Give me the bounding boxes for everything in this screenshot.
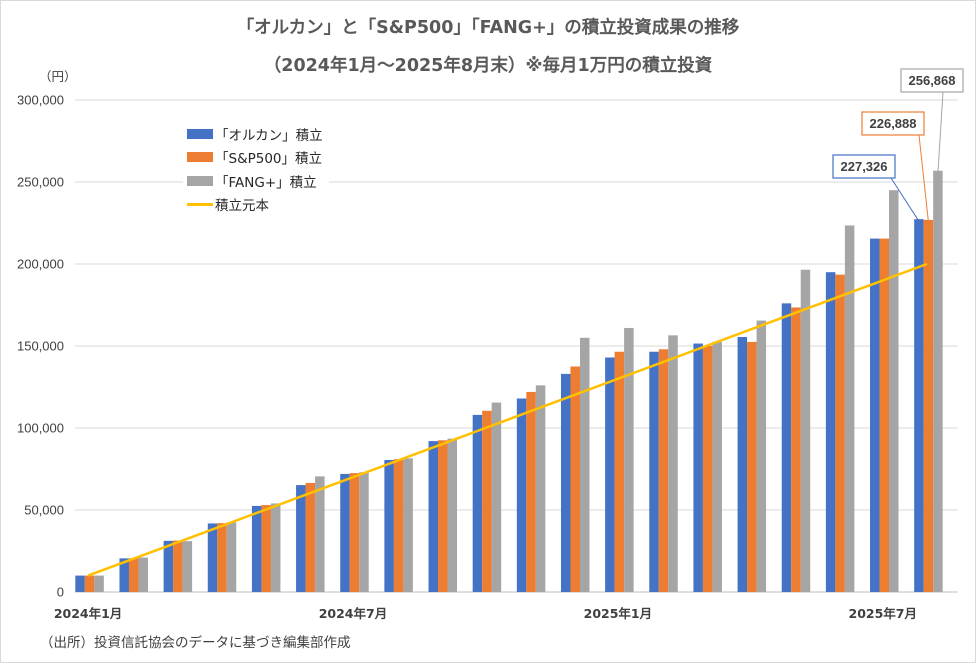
bar [535, 385, 546, 592]
bar [315, 476, 325, 592]
bar [914, 219, 924, 592]
bar [138, 557, 148, 592]
callout-label: 256,868 [909, 73, 956, 88]
callout-label: 227,326 [841, 159, 888, 174]
bar [128, 558, 139, 592]
bar [624, 327, 634, 592]
bar [879, 238, 890, 592]
legend-swatch-orukan [187, 128, 213, 139]
bar [747, 341, 757, 592]
bar [75, 575, 85, 592]
bar [84, 575, 95, 592]
bar [226, 522, 237, 592]
bar [403, 458, 413, 592]
bar [579, 337, 590, 592]
bar [702, 346, 713, 592]
bar [428, 441, 439, 592]
bar [384, 459, 394, 592]
bar [94, 575, 104, 592]
bar [835, 274, 845, 592]
bar [359, 472, 369, 592]
bar [933, 170, 943, 592]
bar [889, 190, 899, 592]
callout-box [861, 111, 925, 136]
bar [737, 336, 748, 592]
bar [560, 373, 571, 592]
bar [393, 459, 404, 592]
principal-line [87, 262, 928, 577]
callout-label: 226,888 [870, 116, 917, 131]
legend: 「オルカン」積立 「S&P500」積立 「FANG+」積立 積立元本 [183, 118, 329, 220]
bar [781, 303, 792, 592]
x-tick-label: 2024年1月 [54, 606, 123, 621]
bar [438, 440, 448, 592]
y-tick-label: 150,000 [17, 339, 64, 354]
legend-item-fang: 「FANG+」積立 [187, 169, 323, 193]
y-tick-label: 50,000 [24, 503, 64, 518]
bar [800, 269, 811, 592]
legend-label-sp500: 「S&P500」積立 [215, 151, 323, 168]
bar [163, 540, 174, 592]
bar [668, 335, 678, 592]
legend-swatch-sp500 [187, 152, 213, 163]
legend-item-principal: 積立元本 [187, 193, 323, 217]
bar [516, 398, 527, 592]
bar [173, 540, 183, 592]
bar [119, 558, 129, 592]
legend-swatch-fang [187, 175, 213, 186]
bar [870, 238, 880, 592]
bar [658, 349, 669, 592]
bar [207, 523, 218, 592]
bar [447, 438, 458, 592]
bar [270, 503, 281, 592]
bar [482, 410, 492, 592]
bar [526, 391, 536, 592]
bar [693, 343, 703, 592]
bar [472, 414, 483, 592]
bar [349, 473, 360, 592]
callout-leader [918, 134, 929, 222]
x-tick-label: 2024年7月 [319, 606, 388, 621]
y-tick-label: 0 [57, 585, 64, 600]
bar [491, 402, 502, 592]
bar [296, 485, 306, 592]
callout-box [900, 68, 964, 93]
callout-leader [937, 91, 944, 173]
bar [251, 505, 262, 592]
bar [217, 523, 227, 592]
callout-box [832, 154, 896, 179]
bar [756, 320, 767, 592]
bar [570, 366, 580, 592]
chart-subtitle: （2024年1月～2025年8月末）※毎月1万円の積立投資 [263, 56, 713, 76]
bar [791, 307, 801, 592]
legend-label-principal: 積立元本 [215, 198, 269, 215]
chart-title: 「オルカン」と「S&P500」「FANG+」の積立投資成果の推移 [236, 18, 740, 38]
bar [844, 225, 855, 592]
bar [649, 351, 659, 592]
legend-item-orukan: 「オルカン」積立 [187, 122, 323, 146]
bar [340, 473, 350, 592]
bar [614, 351, 625, 592]
bar [605, 357, 615, 592]
bar [261, 505, 271, 592]
callout-leader [890, 177, 920, 222]
legend-swatch-principal [187, 202, 213, 206]
y-axis-unit-label: （円） [39, 69, 77, 84]
y-tick-label: 300,000 [17, 93, 64, 108]
y-tick-label: 250,000 [17, 175, 64, 190]
bar [923, 219, 934, 592]
legend-label-fang: 「FANG+」積立 [215, 174, 317, 191]
legend-label-orukan: 「オルカン」積立 [215, 127, 323, 144]
source-note: （出所）投資信託協会のデータに基づき編集部作成 [40, 635, 351, 651]
x-tick-label: 2025年7月 [849, 606, 918, 621]
bar [712, 341, 722, 592]
bar [182, 541, 193, 592]
legend-item-sp500: 「S&P500」積立 [187, 146, 323, 170]
y-tick-label: 200,000 [17, 257, 64, 272]
bar [305, 482, 316, 592]
bar [825, 272, 836, 592]
x-tick-label: 2025年1月 [584, 606, 653, 621]
y-tick-label: 100,000 [17, 421, 64, 436]
